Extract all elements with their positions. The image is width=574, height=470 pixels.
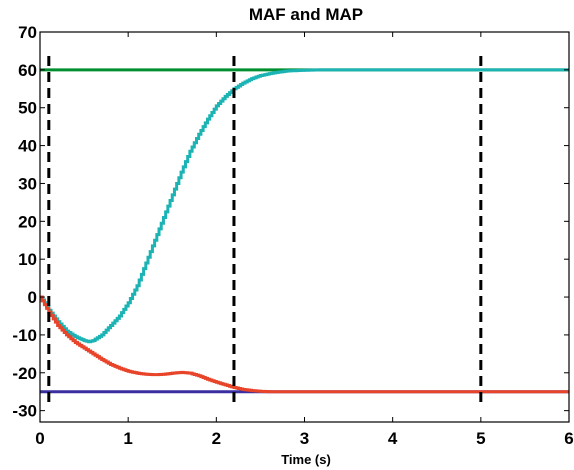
x-tick-label: 0 [35, 429, 44, 448]
y-tick-label: 30 [18, 174, 37, 193]
vline-layer [47, 56, 483, 406]
chart-title: MAF and MAP [249, 5, 363, 24]
y-tick-label: 60 [18, 61, 37, 80]
y-tick-label: 20 [18, 212, 37, 231]
x-tick-label: 1 [123, 429, 132, 448]
plot-area-frame [39, 31, 570, 423]
x-tick-label: 5 [476, 429, 485, 448]
y-tick-label: -20 [12, 364, 37, 383]
series-line-4 [40, 295, 569, 394]
x-tick-label: 2 [212, 429, 221, 448]
y-tick-label: 50 [18, 99, 37, 118]
y-tick-label: 0 [28, 288, 37, 307]
y-tick-label: 70 [18, 23, 37, 42]
y-tick-label: 40 [18, 137, 37, 156]
series-layer [40, 68, 569, 394]
x-tick-label: 4 [388, 429, 398, 448]
x-tick-label: 3 [300, 429, 309, 448]
y-tick-label: 10 [18, 250, 37, 269]
x-tick-label: 6 [564, 429, 573, 448]
tick-layer: 0 1 2 3 4 5 6 -30 -20 -10 0 10 20 30 40 50 60 70 [12, 23, 573, 448]
x-axis-label: Time (s) [281, 452, 331, 467]
y-tick-label: -10 [12, 326, 37, 345]
series-line-3 [40, 68, 569, 344]
y-tick-label: -30 [12, 402, 37, 421]
